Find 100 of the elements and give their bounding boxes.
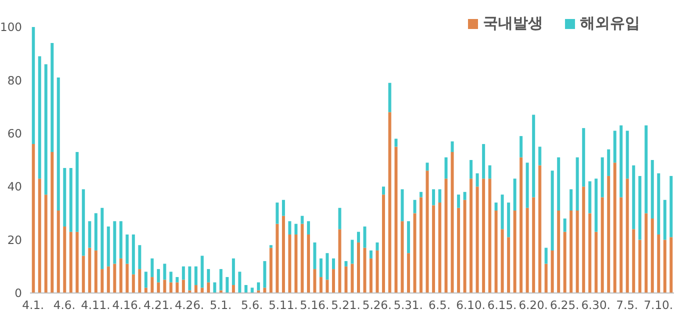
y-tick-label: 100 [0, 20, 22, 34]
bar [394, 138, 398, 147]
y-tick-label: 80 [7, 73, 22, 88]
x-tick-label: 6.5. [428, 298, 451, 312]
bar [613, 130, 616, 163]
x-tick-label: 5.16. [300, 298, 330, 312]
bar [344, 261, 348, 266]
bar [294, 234, 298, 293]
bar [620, 197, 623, 293]
bar [238, 272, 242, 293]
bar [88, 221, 92, 248]
bar [288, 234, 292, 293]
bar [670, 176, 673, 238]
bar [470, 160, 473, 179]
bar [113, 221, 116, 264]
bar [438, 189, 442, 203]
bar [63, 168, 66, 226]
y-tick-label: 20 [7, 232, 22, 247]
x-tick-label: 4.11. [81, 298, 110, 312]
bar [588, 181, 592, 214]
bar [126, 234, 129, 264]
bar [319, 258, 322, 278]
bar [138, 269, 142, 293]
bar [620, 125, 623, 198]
bar [670, 237, 673, 293]
bar [50, 152, 54, 293]
bar [126, 264, 129, 293]
bar [76, 152, 79, 232]
bar [269, 248, 272, 293]
bar [432, 205, 436, 293]
bar [482, 178, 486, 293]
bar [326, 280, 329, 293]
bar [407, 253, 410, 293]
bar [650, 160, 654, 219]
bar [582, 128, 586, 187]
bar [169, 282, 172, 293]
bar [450, 141, 454, 152]
bar [388, 112, 392, 293]
bar [476, 186, 479, 293]
x-tick-label: 5.26. [362, 298, 392, 312]
bar [300, 224, 304, 293]
bar [420, 197, 423, 293]
bar [319, 277, 322, 293]
bar [413, 213, 416, 293]
bar [82, 256, 85, 293]
bar [156, 269, 160, 282]
bar [376, 250, 379, 293]
bar [206, 269, 210, 282]
x-tick-label: 4.21. [144, 298, 173, 312]
bar [513, 178, 516, 211]
bar [607, 149, 610, 176]
bar [500, 194, 504, 230]
bar [538, 165, 542, 293]
bar [213, 282, 216, 293]
x-tick-label: 5.1. [210, 298, 232, 312]
bar [463, 192, 466, 200]
x-tick-label: 4.16. [112, 298, 142, 312]
bar [69, 232, 72, 293]
bar [544, 264, 548, 293]
bar [300, 216, 304, 224]
bar [632, 165, 636, 230]
y-tick-label: 40 [7, 180, 22, 194]
bar [438, 202, 442, 293]
bar [350, 264, 354, 293]
bar [550, 250, 554, 293]
bar [532, 197, 536, 293]
bar [56, 210, 60, 293]
bar [588, 213, 592, 293]
bar [382, 186, 386, 195]
bar [76, 232, 79, 293]
bar [144, 272, 148, 288]
bar [538, 146, 542, 166]
bar [570, 210, 573, 293]
bar [326, 253, 329, 280]
bar [507, 237, 510, 293]
bar [576, 210, 579, 293]
bar [463, 200, 466, 293]
bar [594, 178, 598, 232]
bar [63, 226, 66, 293]
bar [69, 168, 72, 232]
bar [376, 242, 379, 250]
bar [494, 202, 498, 211]
bar [582, 186, 586, 293]
bar [182, 280, 185, 293]
x-tick-label: 6.25. [550, 298, 580, 312]
bar [169, 272, 172, 282]
bar [32, 27, 35, 144]
bar [350, 240, 354, 264]
bar [38, 56, 42, 179]
bar [276, 224, 279, 293]
bar [306, 221, 310, 234]
x-tick-label: 5.6. [240, 298, 263, 312]
bar [119, 221, 122, 258]
bar [413, 200, 416, 214]
bar [138, 245, 142, 270]
bar [457, 194, 460, 208]
bar [50, 42, 54, 152]
bar [232, 258, 235, 286]
bar [94, 250, 98, 293]
bar [306, 234, 310, 293]
